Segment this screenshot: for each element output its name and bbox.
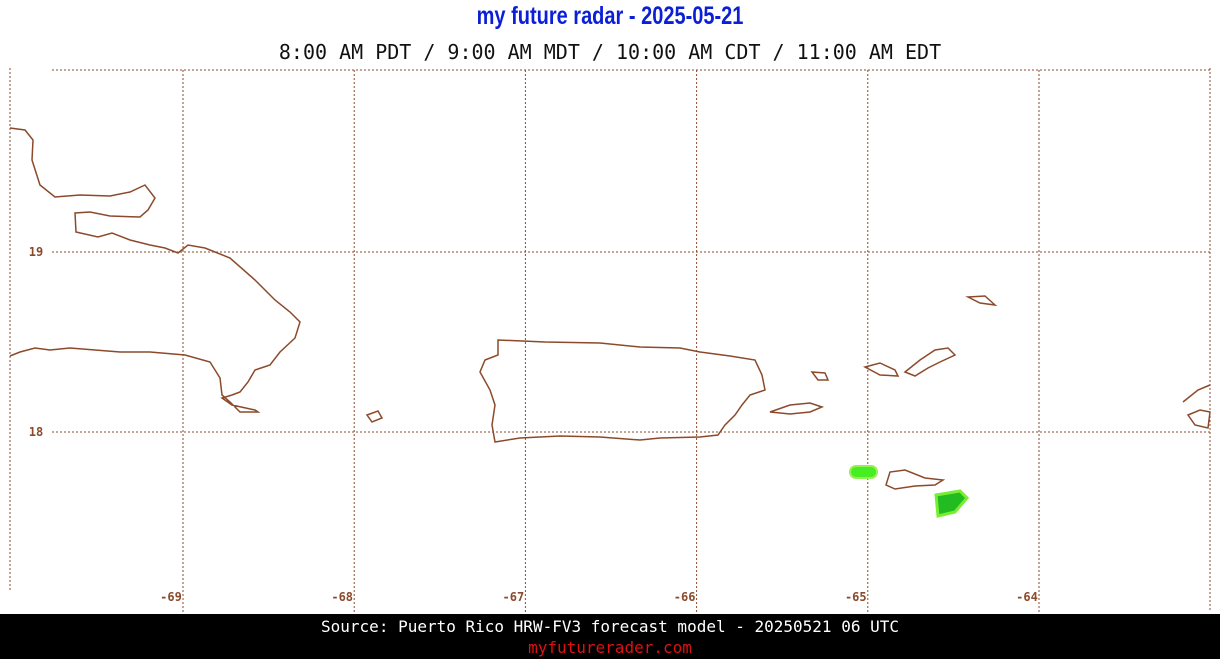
coastline [365, 410, 384, 423]
coastline [862, 362, 900, 377]
source: Source: Puerto Rico HRW-FV3 forecast mod… [321, 617, 899, 636]
rain-cell [849, 465, 878, 479]
subtitle: 8:00 AM PDT / 9:00 AM MDT / 10:00 AM CDT… [278, 40, 942, 64]
coastline [479, 339, 766, 443]
coastline [810, 371, 830, 381]
lon-label: -69 [160, 590, 182, 604]
coastline [965, 295, 998, 307]
coastline [885, 469, 946, 490]
grid [9, 68, 1211, 612]
coastline [1182, 384, 1211, 429]
lon-label: -64 [1016, 590, 1038, 604]
coastline [9, 127, 301, 413]
coastline [769, 402, 825, 415]
footer: Source: Puerto Rico HRW-FV3 forecast mod… [0, 614, 1220, 659]
coastline [903, 347, 957, 377]
rain-cell [934, 489, 970, 518]
title: my future radar - 2025-05-21 [476, 2, 744, 30]
lon-label: -66 [674, 590, 696, 604]
coastlines [9, 127, 1211, 490]
lon-label: -65 [845, 590, 867, 604]
site-link[interactable]: myfuturerader.com [528, 638, 692, 657]
lat-label: 19 [29, 245, 43, 259]
precipitation [849, 465, 970, 518]
lon-label: -67 [503, 590, 525, 604]
lon-label: -68 [331, 590, 353, 604]
lat-label: 18 [29, 425, 43, 439]
map: -69 -68 -67 -66 -65 -64 19 18 [9, 68, 1211, 612]
